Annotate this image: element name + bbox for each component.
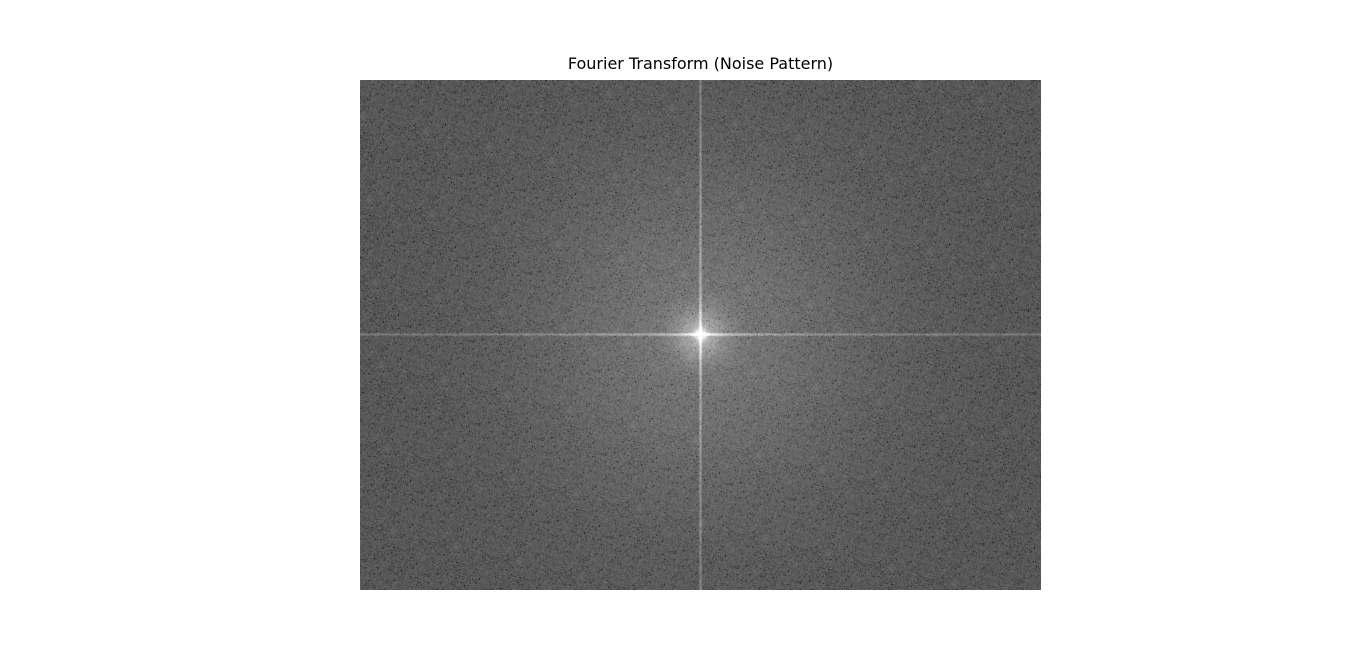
fourier-spectrum-image — [360, 80, 1041, 590]
spectrum-canvas — [360, 80, 1041, 590]
figure-title: Fourier Transform (Noise Pattern) — [567, 54, 834, 73]
